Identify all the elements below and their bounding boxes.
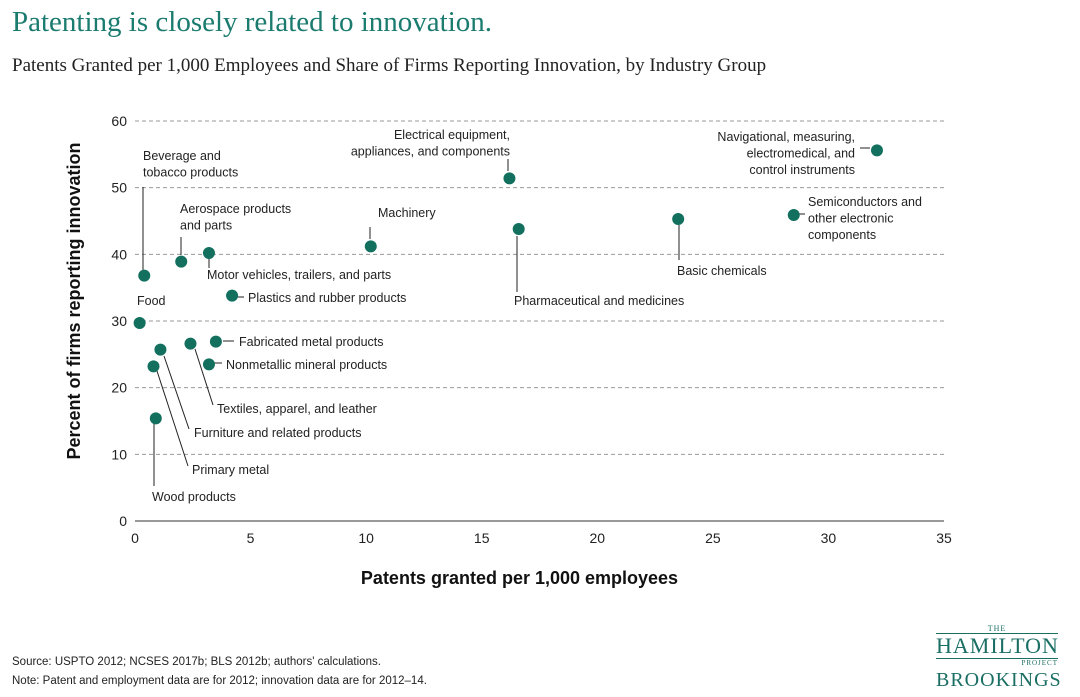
x-tick-label: 0 (131, 530, 139, 546)
chart-subtitle: Patents Granted per 1,000 Employees and … (12, 55, 767, 76)
point-label: Pharmaceutical and medicines (514, 294, 684, 308)
y-tick-label: 60 (111, 113, 127, 129)
logo-brookings-text: BROOKINGS (936, 669, 1062, 691)
data-point (154, 343, 167, 356)
grid-lines (135, 120, 944, 522)
point-label: Electrical equipment, appliances, and com… (351, 128, 510, 159)
data-point (138, 269, 151, 282)
leader-line (156, 370, 189, 467)
y-tick-label: 20 (111, 380, 127, 396)
hamilton-brookings-logo: THE HAMILTON PROJECT BROOKINGS (936, 624, 1062, 692)
x-tick-label: 5 (247, 530, 255, 546)
y-tick-label: 50 (111, 180, 127, 196)
x-tick-label: 35 (936, 530, 952, 546)
point-label: Machinery (378, 206, 436, 220)
x-tick-label: 20 (589, 530, 605, 546)
data-point (870, 144, 883, 157)
logo-hamilton-text: HAMILTON (936, 633, 1059, 659)
source-note: Source: USPTO 2012; NCSES 2017b; BLS 201… (12, 656, 381, 668)
axis-ticks: 0 10 20 30 40 50 60 0 5 10 15 20 25 30 35 (111, 113, 952, 546)
point-label: Food (137, 294, 166, 308)
data-point (184, 337, 197, 350)
logo-the-text: THE (987, 624, 1007, 633)
point-label: Plastics and rubber products (248, 291, 406, 305)
data-point (209, 335, 222, 348)
data-point (512, 223, 525, 235)
x-tick-label: 25 (705, 530, 721, 546)
leader-line (163, 355, 190, 430)
point-label: Navigational, measuring, electromedical, … (717, 130, 855, 177)
point-label: Beverage and tobacco products (143, 149, 238, 180)
data-point (149, 412, 162, 425)
data-point (202, 358, 215, 371)
x-tick-label: 15 (474, 530, 490, 546)
data-point (672, 213, 685, 225)
logo-project-text: PROJECT (1021, 659, 1058, 667)
point-label: Furniture and related products (194, 426, 361, 440)
data-point (202, 247, 215, 259)
data-point (503, 172, 516, 185)
y-tick-label: 30 (111, 313, 127, 329)
point-labels: Beverage and tobacco products Food Aerospac… (137, 128, 922, 504)
x-tick-label: 30 (821, 530, 837, 546)
y-tick-label: 0 (119, 513, 127, 529)
data-point (226, 289, 239, 302)
point-label: Basic chemicals (677, 264, 767, 278)
y-tick-label: 10 (111, 446, 127, 462)
data-point (364, 240, 377, 253)
data-point (147, 360, 160, 373)
y-tick-label: 40 (111, 246, 127, 262)
data-point (133, 317, 146, 329)
point-label: Wood products (152, 490, 236, 504)
y-axis-title: Percent of firms reporting innovation (64, 142, 84, 459)
data-points (133, 144, 883, 425)
data-point (175, 255, 188, 268)
x-tick-label: 10 (358, 530, 374, 546)
point-label: Fabricated metal products (239, 335, 384, 349)
x-axis-title: Patents granted per 1,000 employees (361, 568, 678, 588)
data-note: Note: Patent and employment data are for… (12, 675, 427, 687)
point-label: Motor vehicles, trailers, and parts (207, 268, 391, 282)
point-label: Semiconductors and other electronic compon… (808, 195, 922, 242)
data-point (787, 209, 800, 221)
leader-line (194, 348, 214, 406)
point-label: Aerospace products and parts (180, 202, 291, 233)
chart-title: Patenting is closely related to innovati… (12, 6, 493, 38)
point-label: Nonmetallic mineral products (226, 358, 387, 372)
point-label: Textiles, apparel, and leather (217, 402, 377, 416)
point-label: Primary metal (192, 463, 269, 477)
